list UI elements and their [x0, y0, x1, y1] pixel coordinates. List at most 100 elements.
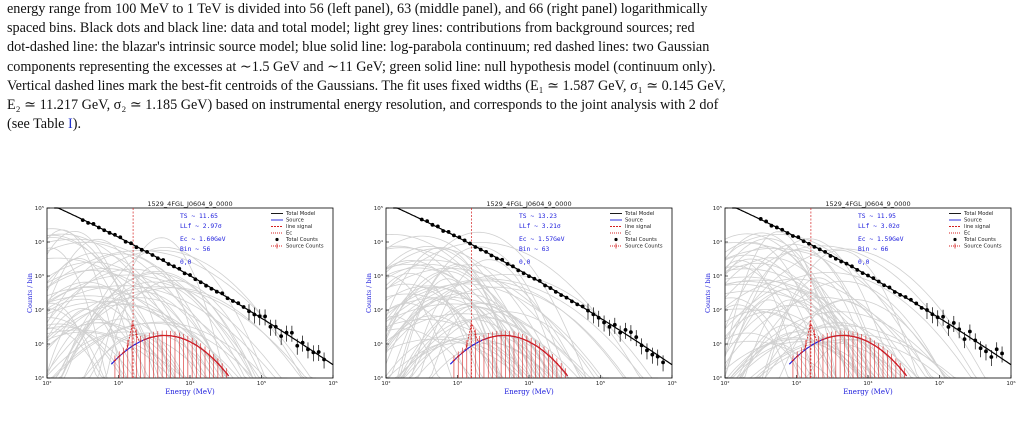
x-tick-label: 10³: [453, 380, 462, 387]
total-counts-point: [833, 256, 838, 261]
total-counts-point: [139, 247, 144, 252]
background-source-curve: [724, 338, 886, 379]
total-counts-point: [322, 357, 326, 362]
background-source-curve: [46, 302, 99, 379]
total-counts-point: [882, 283, 886, 288]
x-tick-label: 10³: [792, 380, 801, 387]
background-source-curve: [733, 324, 840, 379]
total-counts-point: [850, 264, 854, 269]
y-tick-label: 10⁰: [35, 375, 45, 382]
total-counts-point: [273, 324, 278, 329]
x-tick-label: 10⁴: [863, 380, 873, 387]
background-source-curve: [46, 253, 228, 379]
total-counts-point: [500, 257, 505, 262]
y-axis-label: Counts / bin: [26, 273, 34, 313]
total-counts-point: [580, 304, 585, 309]
background-source-curve: [724, 242, 923, 379]
total-counts-point: [828, 254, 833, 258]
total-counts-point: [785, 231, 790, 235]
background-source-curve: [46, 229, 122, 376]
background-source-curve: [385, 328, 478, 379]
stat-annotation: LLf ~ 3.02σ: [858, 223, 900, 230]
total-counts-point: [796, 235, 801, 240]
total-counts-point: [236, 301, 241, 306]
background-source-curve: [724, 234, 934, 379]
total-counts-point: [241, 305, 246, 309]
background-source-curve: [385, 259, 590, 379]
total-counts-point: [289, 330, 294, 335]
total-counts-point: [914, 301, 919, 306]
background-source-curve: [724, 281, 886, 379]
background-source-curve: [47, 322, 262, 379]
background-source-curve: [103, 265, 202, 379]
stat-annotation: Ec ~ 1.57GeV: [519, 236, 565, 243]
total-counts-point: [220, 291, 225, 296]
total-counts-point: [919, 305, 924, 310]
background-source-curve: [400, 305, 547, 379]
total-counts-point: [177, 266, 182, 271]
legend-label: Source Counts: [286, 244, 324, 250]
total-counts-point: [628, 330, 633, 335]
line-signal-curve: [114, 324, 151, 361]
total-counts-point: [134, 245, 139, 250]
total-counts-point: [898, 292, 903, 297]
stat-annotation: LLf ~ 3.21σ: [519, 223, 561, 230]
total-counts-point: [892, 290, 897, 294]
background-source-curve: [60, 300, 157, 379]
background-source-curve: [724, 238, 897, 379]
total-counts-point: [118, 235, 123, 240]
caption-line-7: (see Table I).: [7, 115, 1022, 134]
total-counts-point: [252, 312, 257, 317]
y-tick-label: 10¹: [374, 341, 383, 348]
legend-label: Total Model: [963, 211, 993, 217]
x-tick-label: 10²: [720, 380, 729, 387]
total-counts-point: [989, 355, 994, 359]
background-source-curve: [385, 313, 587, 379]
total-counts-point: [860, 271, 865, 276]
line-signal-curve: [792, 324, 829, 361]
background-source-curve: [46, 236, 176, 379]
total-counts-point: [962, 337, 967, 342]
line-signal-curve: [453, 324, 490, 361]
total-counts-point: [941, 314, 945, 319]
total-counts-point: [198, 280, 203, 285]
background-source-curve: [739, 333, 966, 379]
total-counts-point: [839, 259, 844, 264]
total-counts-point: [182, 271, 187, 276]
total-counts-point: [935, 315, 940, 320]
x-axis-label: Energy (MeV): [165, 388, 215, 396]
total-counts-point: [441, 229, 446, 233]
legend-label: line signal: [286, 224, 312, 230]
background-source-curve: [46, 233, 199, 379]
background-source-curve: [385, 292, 564, 379]
table-reference-link[interactable]: I: [67, 116, 73, 133]
total-counts-point: [909, 297, 913, 302]
x-tick-label: 10²: [42, 380, 51, 387]
stat-annotation: TS ~ 11.65: [180, 213, 218, 220]
x-tick-label: 10⁴: [185, 380, 195, 387]
x-tick-label: 10⁶: [328, 380, 338, 387]
x-tick-label: 10⁶: [667, 380, 677, 387]
total-counts-point: [473, 245, 478, 249]
background-source-curve: [385, 315, 501, 379]
total-counts-point: [564, 295, 569, 300]
total-counts-point: [812, 244, 817, 249]
total-counts-point: [494, 256, 499, 261]
background-source-curve: [385, 245, 515, 379]
spectrum-plot: 1529_4FGL_J0604_9_0000 10² 10³ 10⁴ 10⁵ 10⁶ 10⁰…: [26, 200, 338, 396]
background-source-curve: [724, 238, 860, 379]
total-counts-point: [559, 293, 564, 298]
total-counts-point: [817, 247, 822, 252]
background-source-curve: [388, 342, 532, 379]
background-sources: [724, 231, 989, 379]
legend-label: Total Model: [624, 211, 654, 217]
background-source-curve: [742, 299, 837, 379]
y-tick-label: 10⁰: [713, 375, 723, 382]
x-tick-label: 10⁴: [524, 380, 534, 387]
background-source-curve: [46, 238, 265, 379]
total-counts-point: [452, 233, 456, 238]
legend-label: Source: [286, 218, 304, 224]
background-source-curve: [724, 259, 800, 378]
background-source-curve: [46, 238, 171, 378]
